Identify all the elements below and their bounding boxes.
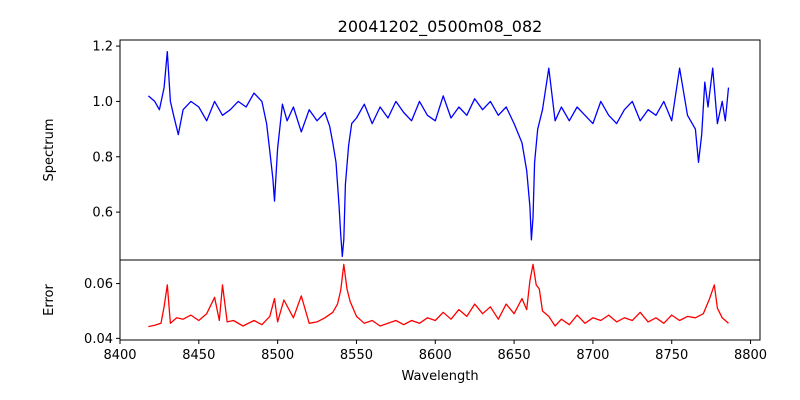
spectrum-y-tick-label: 1.2	[92, 40, 113, 55]
x-tick-label: 8400	[103, 348, 136, 363]
spectrum-y-tick-label: 1.0	[92, 95, 113, 110]
x-tick-label: 8750	[655, 348, 688, 363]
spectrum-y-tick-label: 0.6	[92, 206, 113, 221]
error-y-tick-label: 0.04	[84, 332, 113, 347]
x-tick-label: 8600	[419, 348, 452, 363]
error-panel: 0.04 0.06 Error	[42, 259, 761, 347]
x-axis-label: Wavelength	[401, 369, 478, 384]
x-tick-label: 8800	[734, 348, 767, 363]
spectrum-y-tick-label: 0.8	[92, 150, 113, 165]
error-plot-area	[148, 263, 729, 328]
spectrum-panel: 0.6 0.8 1.0 1.2 Spectrum	[42, 39, 761, 261]
spectrum-y-axis-label: Spectrum	[42, 119, 57, 182]
spectrum-y-ticks: 0.6 0.8 1.0 1.2	[92, 40, 120, 221]
error-axes-frame	[119, 259, 761, 341]
x-tick-label: 8500	[261, 348, 294, 363]
spectrum-series-line	[147, 50, 730, 258]
chart-title: 20041202_0500m08_082	[338, 17, 543, 37]
x-ticks: 8400 8450 8500 8550 8600 8650 8700 8750 8800	[103, 340, 767, 363]
error-y-tick-label: 0.06	[84, 277, 113, 292]
error-y-ticks: 0.04 0.06	[84, 277, 120, 347]
x-tick-label: 8650	[498, 348, 531, 363]
x-tick-label: 8700	[576, 348, 609, 363]
spectrum-plot-area	[147, 50, 730, 258]
x-tick-label: 8550	[340, 348, 373, 363]
x-tick-label: 8450	[182, 348, 215, 363]
spectrum-axes-frame	[119, 39, 761, 261]
error-series-line	[148, 263, 729, 328]
error-y-axis-label: Error	[42, 284, 57, 316]
